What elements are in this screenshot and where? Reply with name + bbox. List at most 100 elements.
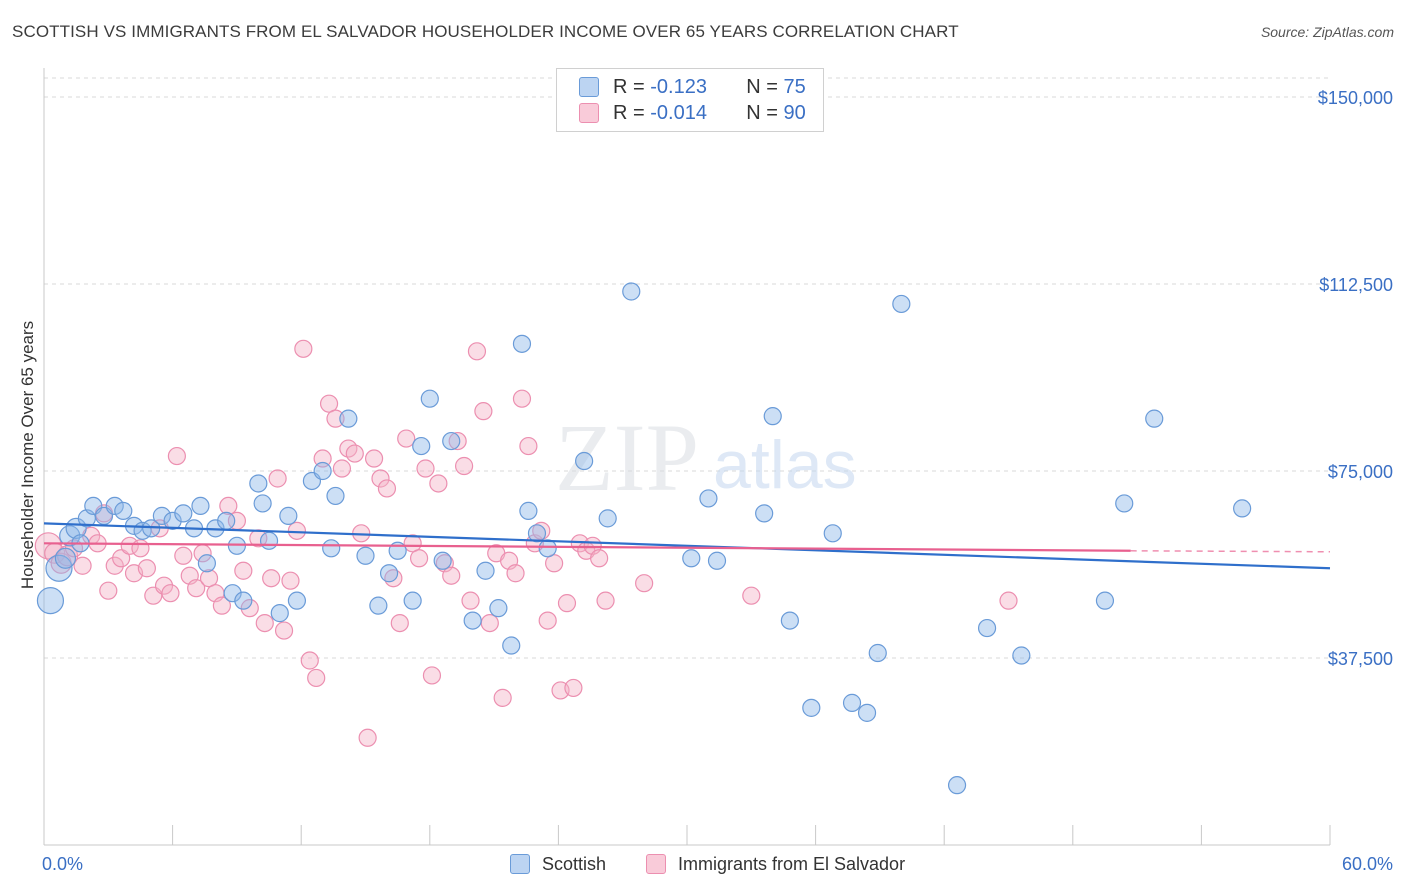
el-salvador-point bbox=[332, 459, 352, 478]
el-salvador-point bbox=[212, 596, 231, 615]
scottish-point bbox=[36, 587, 65, 615]
watermark: ZIP atlas bbox=[555, 404, 857, 511]
el-salvador-point bbox=[999, 591, 1018, 610]
n-value: 75 bbox=[783, 75, 806, 98]
el-salvador-point bbox=[112, 549, 131, 568]
el-salvador-point bbox=[512, 389, 532, 408]
scottish-point bbox=[527, 524, 547, 543]
scottish-point bbox=[197, 554, 216, 573]
scottish-point bbox=[163, 511, 182, 530]
scottish-point bbox=[217, 511, 236, 530]
scottish-point bbox=[823, 524, 842, 543]
scottish-point bbox=[538, 539, 557, 558]
scottish-trend-line bbox=[43, 522, 1331, 570]
el-salvador-point bbox=[287, 521, 307, 540]
scottish-point bbox=[287, 591, 307, 610]
scottish-point bbox=[622, 282, 641, 301]
el-salvador-point bbox=[742, 586, 761, 605]
scottish-point bbox=[1012, 646, 1031, 665]
stats-row-scottish: R = -0.123 N = 75 bbox=[579, 75, 806, 99]
scottish-point bbox=[379, 564, 399, 583]
y-tick-label: $150,000 bbox=[1318, 88, 1393, 108]
el-salvador-point bbox=[371, 469, 390, 488]
scottish-point bbox=[249, 474, 268, 493]
watermark-atlas: atlas bbox=[713, 427, 857, 503]
axes bbox=[43, 68, 1331, 846]
scottish-point bbox=[755, 504, 774, 523]
el-salvador-point bbox=[538, 611, 557, 630]
el-salvador-point bbox=[390, 613, 409, 633]
scottish-point bbox=[191, 496, 210, 516]
scottish-point bbox=[707, 551, 727, 570]
legend-item-el-salvador: Immigrants from El Salvador bbox=[646, 852, 905, 876]
stats-row-el-salvador: R = -0.014 N = 90 bbox=[579, 101, 806, 125]
scottish-point bbox=[575, 451, 594, 471]
el-salvador-point bbox=[313, 449, 332, 468]
scottish-point bbox=[868, 643, 887, 663]
series-scottish-points bbox=[36, 282, 1252, 795]
scottish-point bbox=[227, 536, 246, 555]
el-salvador-point bbox=[234, 561, 253, 580]
el-salvador-point bbox=[187, 579, 206, 598]
el-salvador-point bbox=[564, 678, 583, 698]
el-salvador-point bbox=[326, 409, 345, 428]
el-salvador-point bbox=[274, 621, 294, 640]
el-salvador-point bbox=[294, 339, 313, 358]
scottish-point bbox=[114, 501, 133, 520]
n-label: N = bbox=[746, 75, 778, 98]
el-salvador-point bbox=[262, 569, 281, 588]
el-salvador-point bbox=[219, 496, 238, 516]
scottish-point bbox=[223, 584, 242, 603]
el-salvador-point bbox=[319, 394, 339, 413]
el-salvador-point bbox=[596, 591, 615, 610]
scottish-point bbox=[253, 494, 272, 513]
scottish-point bbox=[326, 486, 345, 506]
legend-label-el-salvador: Immigrants from El Salvador bbox=[678, 853, 906, 874]
el-salvador-trend-extension bbox=[1130, 550, 1331, 553]
el-salvador-point bbox=[429, 474, 448, 493]
el-salvador-point bbox=[590, 549, 609, 568]
el-salvador-point bbox=[364, 449, 384, 468]
el-salvador-point bbox=[120, 536, 139, 555]
el-salvador-point bbox=[174, 546, 193, 565]
el-salvador-point bbox=[403, 534, 422, 553]
trend-lines bbox=[43, 522, 1331, 570]
scottish-point bbox=[234, 591, 253, 610]
scottish-point bbox=[313, 461, 332, 481]
el-salvador-point bbox=[345, 444, 364, 463]
el-salvador-point bbox=[358, 728, 377, 747]
el-salvador-point bbox=[377, 479, 397, 498]
el-salvador-point bbox=[281, 571, 300, 590]
el-salvador-point bbox=[105, 556, 124, 575]
scottish-point bbox=[519, 501, 538, 520]
scottish-swatch bbox=[579, 77, 599, 97]
legend-label-scottish: Scottish bbox=[542, 853, 607, 874]
el-salvador-point bbox=[461, 591, 480, 610]
el-salvador-point bbox=[467, 342, 487, 361]
scottish-point bbox=[489, 599, 508, 618]
n-value: 90 bbox=[783, 101, 806, 124]
scottish-point bbox=[174, 504, 193, 523]
scottish-point bbox=[152, 506, 171, 525]
scottish-point bbox=[598, 509, 617, 528]
scottish-point bbox=[1233, 499, 1252, 518]
stats-legend: R = -0.123 N = 75 R = -0.014 N = 90 bbox=[556, 68, 824, 132]
scottish-point bbox=[763, 407, 782, 426]
scottish-point bbox=[105, 496, 124, 516]
el-salvador-point bbox=[73, 556, 92, 575]
y-tick-label: $37,500 bbox=[1328, 649, 1393, 669]
el-salvador-point bbox=[307, 668, 326, 688]
scottish-point bbox=[977, 618, 997, 638]
scottish-point bbox=[259, 531, 279, 550]
scottish-point bbox=[322, 539, 341, 558]
scottish-point bbox=[420, 389, 439, 408]
el-salvador-point bbox=[300, 651, 319, 670]
scottish-point bbox=[412, 436, 431, 456]
n-label: N = bbox=[746, 101, 778, 124]
el-salvador-swatch bbox=[579, 103, 599, 123]
r-value: -0.123 bbox=[650, 75, 707, 98]
el-salvador-point bbox=[268, 469, 287, 488]
el-salvador-point bbox=[240, 599, 259, 618]
el-salvador-point bbox=[99, 581, 118, 600]
